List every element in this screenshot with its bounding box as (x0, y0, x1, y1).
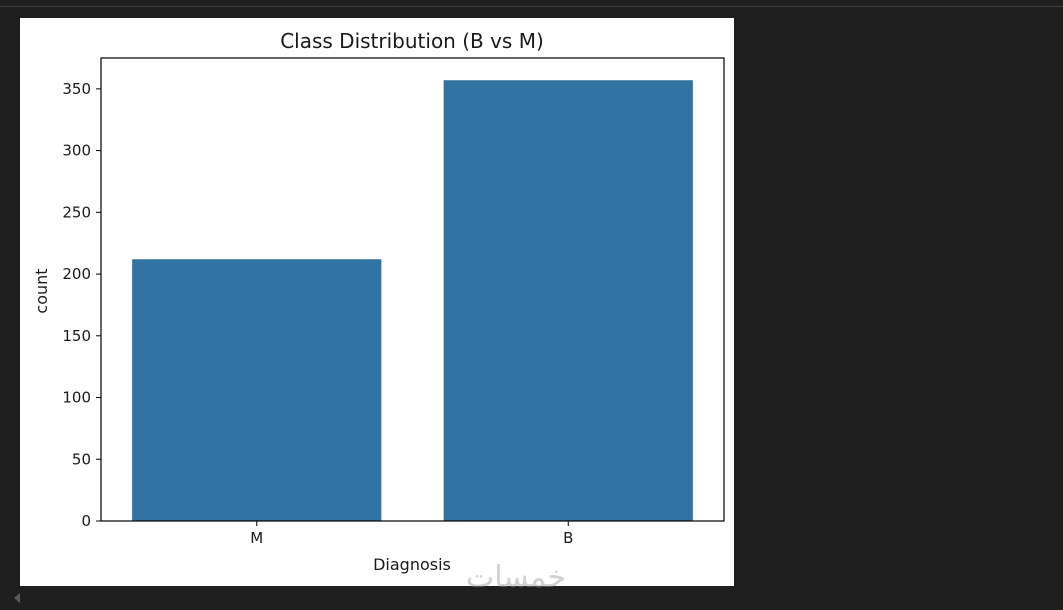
x-tick-label: B (563, 529, 573, 547)
y-tick-label: 300 (62, 142, 91, 160)
plot-frame (100, 57, 725, 522)
y-axis-label: count (32, 268, 51, 313)
top-divider (0, 6, 1063, 7)
chart-title: Class Distribution (B vs M) (280, 29, 544, 53)
bar-chart: Class Distribution (B vs M) Diagnosis co… (32, 29, 725, 574)
y-tick-label: 100 (62, 389, 91, 407)
y-ticks-group: 0 50 100 150 200 250 300 350 (62, 80, 101, 530)
watermark-logo: خمسات (466, 560, 567, 595)
y-tick-label: 350 (62, 80, 91, 98)
y-tick-label: 200 (62, 265, 91, 283)
y-tick-label: 150 (62, 327, 91, 345)
bars-group (132, 80, 693, 521)
scroll-left-arrow-icon[interactable] (14, 593, 20, 603)
x-tick-label: M (250, 529, 263, 547)
notebook-output-panel: Class Distribution (B vs M) Diagnosis co… (20, 18, 734, 586)
bar-B (443, 80, 693, 521)
x-axis-label: Diagnosis (373, 555, 451, 574)
bar-M (132, 259, 382, 521)
y-tick-label: 250 (62, 203, 91, 221)
y-tick-label: 50 (72, 450, 91, 468)
y-tick-label: 0 (81, 512, 91, 530)
